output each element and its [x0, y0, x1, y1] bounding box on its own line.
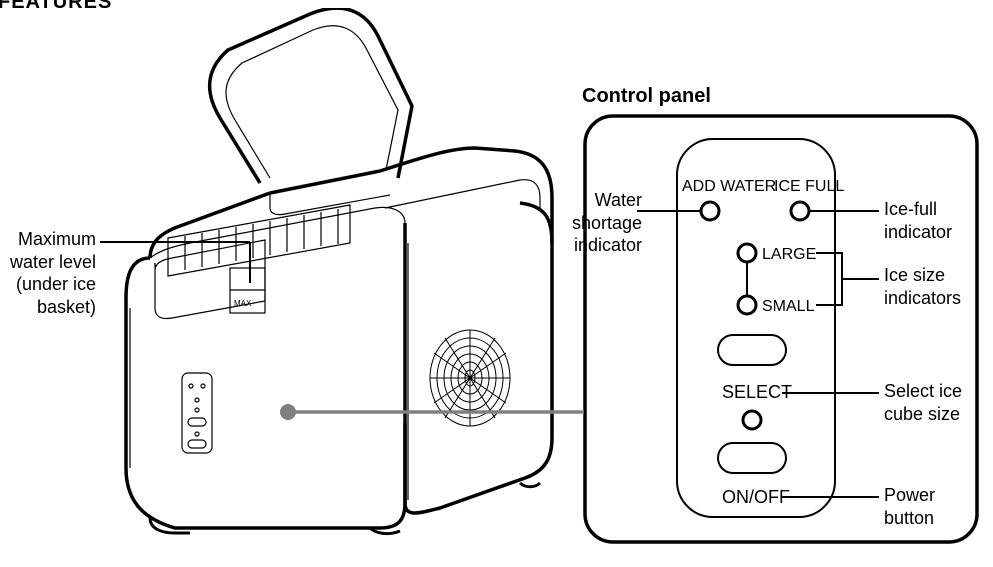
- callout-ice-size: Ice size indicators: [884, 264, 961, 309]
- callout-select-ice: Select ice cube size: [884, 380, 962, 425]
- callout-water-shortage: Water shortage indicator: [564, 189, 642, 257]
- heading-features: FEATURES: [0, 0, 112, 15]
- callout-ice-full: Ice-full indicator: [884, 198, 952, 243]
- heading-control-panel: Control panel: [582, 84, 711, 109]
- callout-power-button: Power button: [884, 484, 935, 529]
- callout-max-water: Maximum water level (under ice basket): [0, 228, 96, 318]
- max-water-leader: [0, 0, 993, 567]
